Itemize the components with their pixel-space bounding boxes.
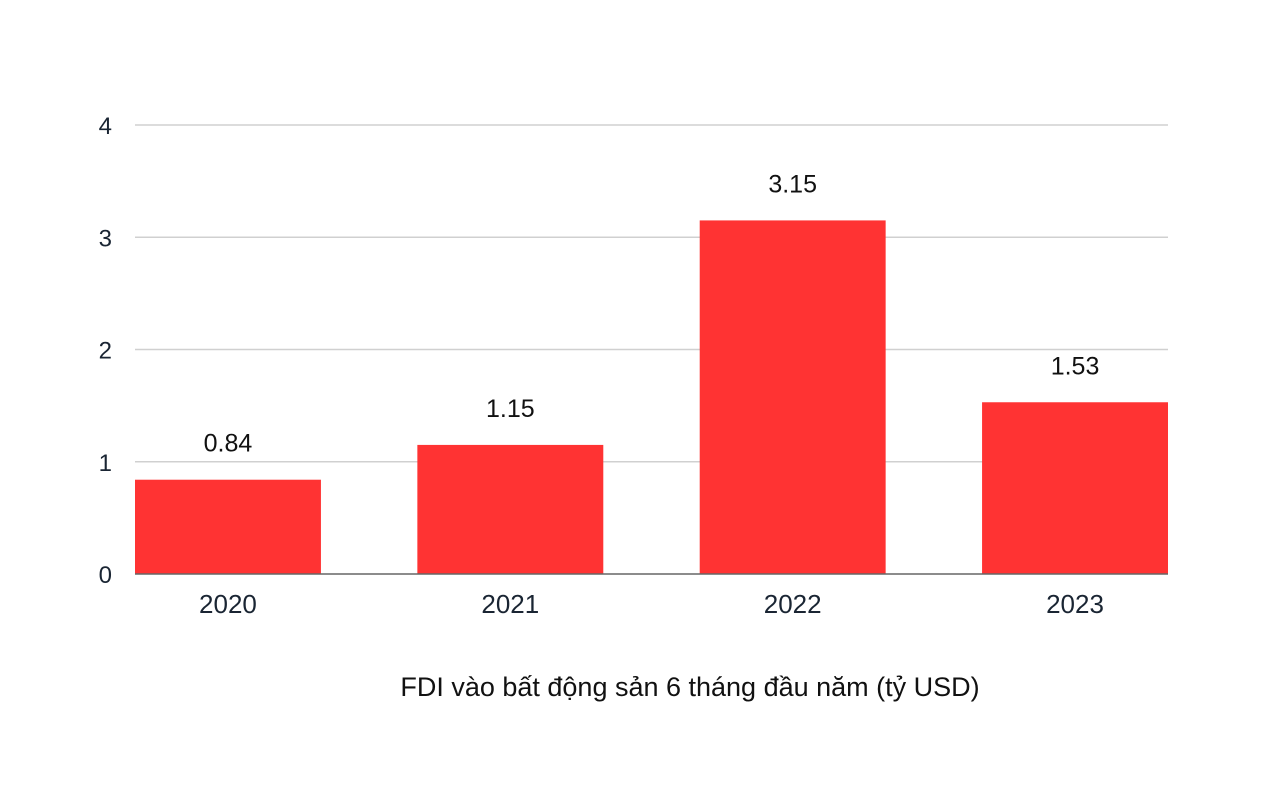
x-tick-label: 2021 [481, 589, 539, 619]
y-tick-label: 0 [99, 562, 112, 589]
y-tick-label: 1 [99, 450, 112, 477]
data-label: 3.15 [768, 170, 817, 198]
y-tick-label: 3 [99, 225, 112, 252]
x-tick-label: 2020 [199, 589, 257, 619]
bar-2022 [699, 220, 886, 574]
bar-2021 [417, 444, 604, 574]
y-tick-label: 4 [99, 113, 112, 140]
bar-2023 [982, 402, 1168, 574]
x-tick-label: 2022 [764, 589, 822, 619]
chart-caption: FDI vào bất động sản 6 tháng đầu năm (tỷ… [400, 672, 980, 702]
y-tick-label: 2 [99, 338, 112, 365]
data-labels: 0.84 1.15 3.15 1.53 [204, 170, 1100, 457]
bars [135, 220, 1168, 574]
data-label: 0.84 [204, 430, 253, 458]
x-axis-ticks: 2020 2021 2022 2023 [199, 589, 1104, 619]
bar-2020 [135, 479, 321, 574]
x-tick-label: 2023 [1046, 589, 1104, 619]
data-label: 1.15 [486, 395, 535, 423]
y-axis-ticks: 0 1 2 3 4 [99, 113, 112, 589]
data-label: 1.53 [1051, 352, 1100, 380]
